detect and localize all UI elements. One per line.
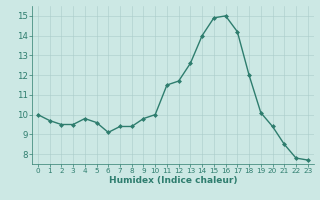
- X-axis label: Humidex (Indice chaleur): Humidex (Indice chaleur): [108, 176, 237, 185]
